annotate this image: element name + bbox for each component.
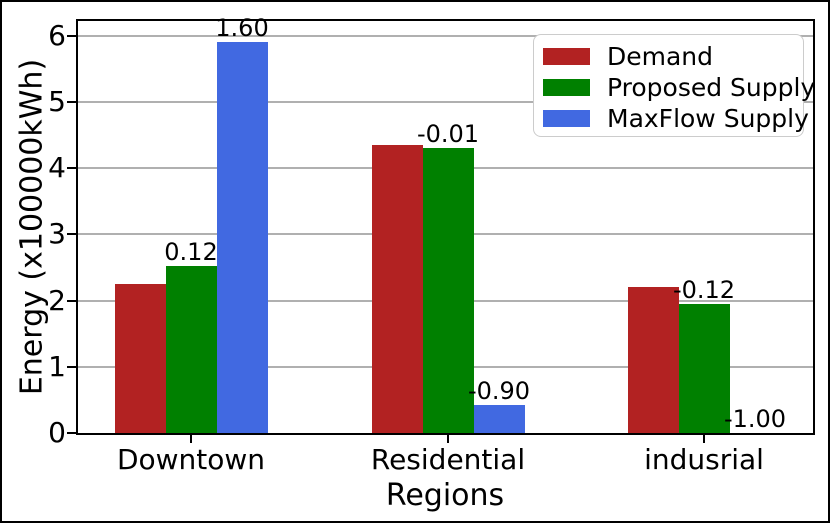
x-tick-label-indusrial: indusrial <box>644 443 764 476</box>
legend: Demand Proposed Supply MaxFlow Supply <box>533 34 815 137</box>
y-tick-mark <box>67 299 76 302</box>
y-tick-label: 4 <box>48 151 66 185</box>
legend-label: MaxFlow Supply <box>607 103 809 133</box>
legend-label: Proposed Supply <box>607 72 816 102</box>
legend-entry-maxflow-supply: MaxFlow Supply <box>543 103 809 134</box>
y-tick-mark <box>67 100 76 103</box>
bar-value-label: -0.01 <box>416 120 480 149</box>
bar-demand-downtown <box>114 283 166 433</box>
gridline-y5 <box>78 100 813 103</box>
y-axis-label: Energy (x100000kWh) <box>14 58 50 396</box>
plot-inner: 0.12 -0.01 -0.12 1.60 -0.90 -1.00 <box>78 15 813 433</box>
bar-demand-residential <box>371 144 423 433</box>
bar-proposed-supply-residential <box>422 148 474 433</box>
y-tick-label: 0 <box>48 416 66 449</box>
bar-demand-indusrial <box>627 287 679 433</box>
x-tick-mark <box>190 435 192 443</box>
legend-entry-demand: Demand <box>543 41 803 72</box>
y-tick-mark <box>67 365 76 368</box>
x-tick-mark <box>447 435 449 443</box>
demand-color-swatch <box>543 48 590 65</box>
bar-maxflow-supply-residential <box>473 404 525 433</box>
gridline-y6 <box>78 34 813 37</box>
bar-maxflow-supply-downtown <box>216 42 268 433</box>
y-tick-mark <box>67 167 76 170</box>
y-tick-label: 3 <box>48 217 66 251</box>
x-axis-label: Regions <box>385 478 505 513</box>
y-tick-label: 6 <box>48 18 66 52</box>
y-tick-label: 2 <box>48 283 66 317</box>
bar-value-label: -1.00 <box>723 405 787 433</box>
bar-proposed-supply-downtown <box>165 266 217 433</box>
x-tick-label-residential: Residential <box>370 443 526 476</box>
legend-label: Demand <box>607 41 714 71</box>
x-tick-label-downtown: Downtown <box>116 443 266 476</box>
bar-value-label: -0.12 <box>672 275 736 304</box>
maxflow-supply-color-swatch <box>543 110 590 127</box>
bar-value-label: 1.60 <box>215 14 269 43</box>
y-tick-mark <box>67 34 76 37</box>
y-tick-mark <box>67 233 76 236</box>
proposed-supply-color-swatch <box>543 79 590 96</box>
x-tick-mark <box>703 435 705 443</box>
bar-value-label: 0.12 <box>164 238 218 267</box>
y-tick-mark <box>67 432 76 434</box>
bar-value-label: -0.90 <box>467 376 531 405</box>
y-tick-label: 5 <box>48 84 66 118</box>
bar-proposed-supply-indusrial <box>678 303 730 433</box>
y-tick-label: 1 <box>48 349 66 383</box>
legend-entry-proposed-supply: Proposed Supply <box>543 72 815 103</box>
